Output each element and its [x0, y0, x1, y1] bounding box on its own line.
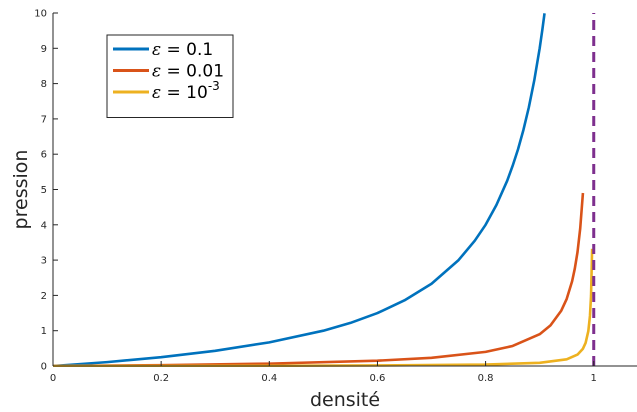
y-tick-label: 7 — [41, 114, 47, 125]
y-tick-label: 0 — [41, 362, 47, 373]
y-tick-label: 6 — [41, 150, 47, 161]
x-tick-label: 0 — [50, 373, 56, 384]
y-tick-label: 5 — [41, 185, 47, 196]
x-axis-ticks: 0 0.2 0.4 0.6 0.8 1 — [50, 361, 597, 384]
series-line-2 — [53, 192, 585, 367]
y-tick-label: 1 — [41, 326, 47, 337]
legend-entry-1: ε = 0.1 — [152, 40, 213, 60]
x-tick-label: 1 — [591, 373, 597, 384]
legend-entry-2: ε = 0.01 — [152, 62, 224, 82]
series-line-1 — [53, 13, 546, 367]
legend-entry-3: ε = 10-3 — [152, 79, 220, 103]
x-tick-label: 0.2 — [153, 373, 169, 384]
x-tick-label: 0.4 — [261, 373, 277, 384]
y-tick-label: 9 — [41, 44, 47, 55]
x-axis-label: densité — [310, 389, 380, 411]
axes: 0 0.2 0.4 0.6 0.8 1 0 1 2 3 4 5 6 7 8 9 10 — [34, 9, 637, 384]
y-tick-label: 3 — [41, 256, 47, 267]
y-axis-ticks: 0 1 2 3 4 5 6 7 8 9 10 — [34, 9, 58, 373]
y-axis-label: pression — [10, 150, 32, 230]
series-line-3 — [53, 248, 594, 367]
legend: ε = 0.1ε = 0.01ε = 10-3 — [106, 34, 234, 118]
y-tick-label: 10 — [34, 9, 47, 20]
y-tick-label: 2 — [41, 291, 47, 302]
x-tick-label: 0.6 — [369, 373, 385, 384]
y-tick-label: 4 — [41, 220, 47, 231]
y-tick-label: 8 — [41, 79, 47, 90]
x-tick-label: 0.8 — [478, 373, 494, 384]
